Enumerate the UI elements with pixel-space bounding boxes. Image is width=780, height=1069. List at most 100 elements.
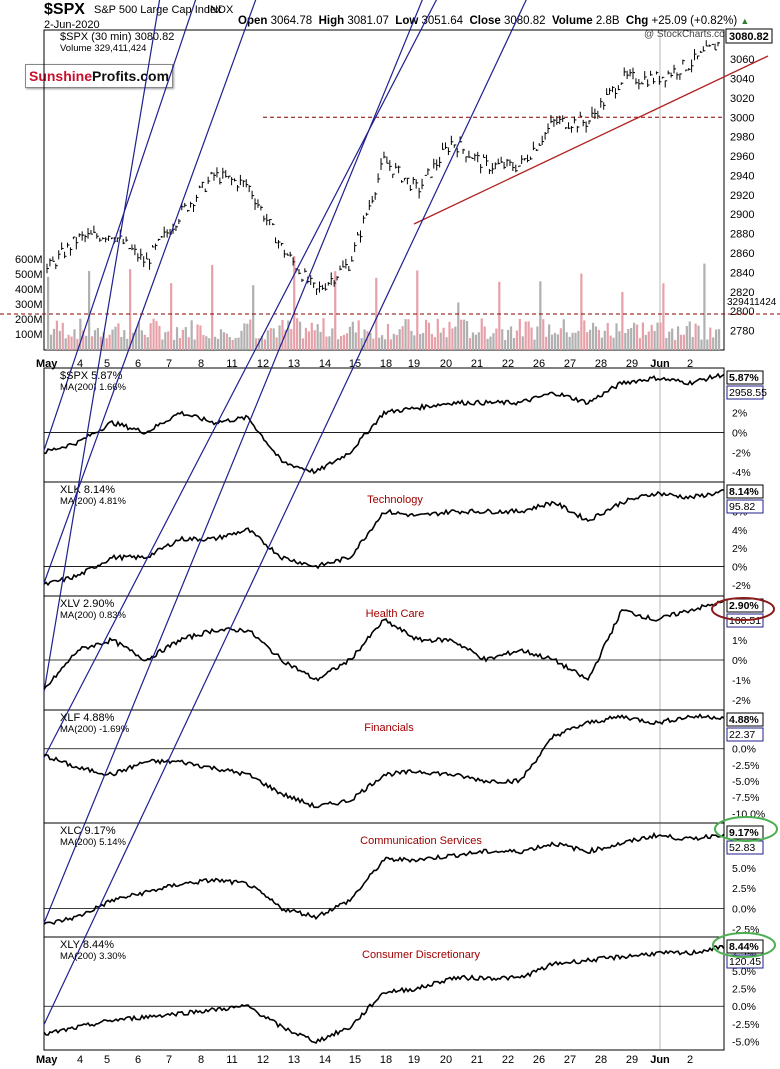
- bottom-x-tick-label-12: 19: [408, 1054, 420, 1066]
- panel-5-performance-line: [43, 831, 725, 926]
- volume-bar: [111, 329, 114, 350]
- volume-bar: [580, 273, 583, 350]
- volume-bar: [90, 336, 94, 350]
- panel-5-ma-line: [43, 0, 423, 924]
- panel-1-last-value-box: [726, 370, 764, 385]
- panel-3-ma-value: 100.51: [729, 615, 761, 627]
- volume-bar: [436, 318, 439, 350]
- panel-4-last-value: 4.88%: [729, 714, 759, 726]
- volume-bar: [407, 319, 410, 350]
- volume-bar: [509, 326, 513, 350]
- price-x-tick-label-17: 27: [564, 358, 576, 370]
- volume-bar: [134, 329, 138, 350]
- panel-3-y-tick-1: 1%: [732, 635, 747, 647]
- volume-bar: [703, 263, 706, 350]
- volume-bar: [175, 327, 179, 350]
- volume-bar: [630, 327, 633, 350]
- open-label: Open: [238, 15, 268, 27]
- volume-bar: [199, 325, 202, 350]
- volume-bar: [178, 338, 182, 350]
- price-x-tick-label-18: 28: [595, 358, 607, 370]
- volume-bar: [471, 332, 475, 350]
- volume-bar: [416, 270, 419, 350]
- price-y-tick-3: 3020: [730, 93, 754, 105]
- price-x-tick-label-20: Jun: [650, 358, 670, 370]
- bottom-x-tick-label-1: 4: [77, 1054, 83, 1066]
- volume-bar: [170, 283, 173, 350]
- volume-bar: [624, 332, 627, 350]
- volume-bar: [79, 318, 82, 350]
- price-x-tick-label-5: 8: [198, 358, 204, 370]
- volume-bar: [208, 338, 211, 350]
- low-value: 3051.64: [421, 15, 464, 27]
- volume-bar: [539, 281, 542, 350]
- bottom-x-tick-label-0: May: [36, 1054, 58, 1066]
- volume-bar: [266, 330, 269, 350]
- volume-bar: [460, 319, 463, 350]
- volume-bar: [457, 302, 460, 350]
- volume-bar: [465, 320, 469, 350]
- volume-bar: [571, 332, 574, 350]
- panel-3-legend: XLV 2.90%: [60, 598, 114, 610]
- volume-bar: [486, 338, 489, 350]
- volume-bar: [682, 334, 686, 350]
- volume-bar: [430, 333, 434, 350]
- volume-bar: [550, 334, 554, 350]
- volume-bar: [545, 336, 548, 350]
- volume-bar: [372, 338, 375, 350]
- panel-5-ma-legend: MA(200) 5.14%: [60, 837, 127, 848]
- price-y-tick-15: 2780: [730, 326, 754, 338]
- panel-2-legend: XLK 8.14%: [60, 484, 115, 496]
- price-x-tick-label-19: 29: [626, 358, 638, 370]
- volume-bar: [565, 332, 568, 350]
- volume-bar: [515, 330, 518, 350]
- bottom-x-tick-label-21: 2: [687, 1054, 693, 1066]
- panel-3-y-tick-4: -2%: [732, 695, 751, 707]
- volume-bar: [131, 332, 135, 350]
- volume-y-tick-0: 600M: [15, 254, 43, 266]
- volume-bar: [659, 322, 662, 350]
- volume-bar: [583, 320, 586, 350]
- panel-3-ma-line: [43, 0, 161, 693]
- panel-6-y-tick-3: 0.0%: [732, 1001, 756, 1013]
- volume-bar: [568, 336, 571, 350]
- volume-bar: [252, 285, 255, 350]
- bottom-x-tick-label-7: 12: [257, 1054, 269, 1066]
- panel-2-ma-line: [43, 0, 257, 584]
- volume-bar: [594, 326, 598, 350]
- volume-y-tick-4: 200M: [15, 314, 43, 326]
- volume-bar: [591, 322, 595, 350]
- panel-3-last-value: 2.90%: [729, 600, 759, 612]
- volume-y-tick-1: 500M: [15, 269, 43, 281]
- panel-5-sector-title: Communication Services: [360, 835, 482, 847]
- volume-bar: [123, 330, 126, 350]
- panel-6-ma-line: [43, 0, 527, 1025]
- volume-bar: [184, 327, 187, 350]
- open-value: 3064.78: [270, 15, 313, 27]
- volume-bar: [542, 319, 545, 350]
- volume-bar: [140, 330, 143, 350]
- volume-bar: [205, 336, 208, 350]
- volume-bar: [85, 335, 88, 350]
- panel-1-last-value: 5.87%: [729, 372, 759, 384]
- panel-5-y-tick-3: 0.0%: [732, 904, 756, 916]
- volume-bar: [155, 321, 158, 350]
- volume-bar: [439, 332, 442, 350]
- volume-bar: [354, 332, 357, 350]
- volume-bar: [275, 337, 278, 350]
- panel-2-performance-line: [43, 489, 725, 587]
- bottom-x-tick-label-17: 27: [564, 1054, 576, 1066]
- price-y-tick-2: 3040: [730, 73, 754, 85]
- panel-1-ma-value-box: [726, 385, 764, 400]
- volume-bar: [172, 339, 176, 350]
- volume-bar: [228, 336, 231, 350]
- panel-5-last-value: 9.17%: [729, 827, 759, 839]
- volume-bar: [49, 334, 53, 350]
- price-y-tick-1: 3060: [730, 54, 754, 66]
- volume-bar: [386, 323, 390, 350]
- volume-bar: [269, 328, 272, 350]
- volume-bar: [712, 337, 715, 350]
- panel-2-ma-value-box: [726, 499, 764, 514]
- volume-bar: [225, 333, 228, 350]
- bottom-x-tick-label-11: 18: [380, 1054, 392, 1066]
